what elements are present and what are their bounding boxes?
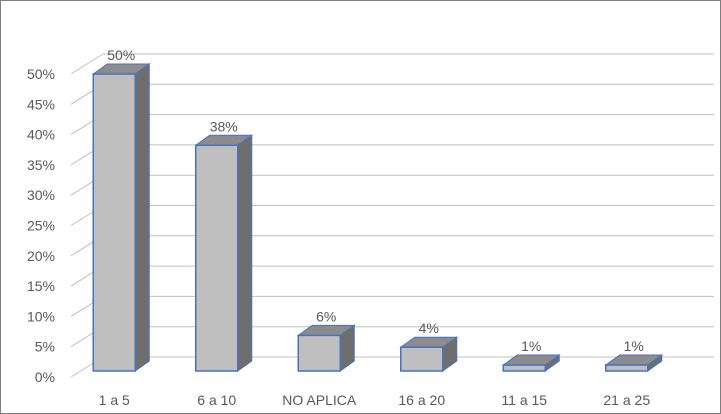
bar-side xyxy=(134,63,150,372)
bar-side xyxy=(237,134,253,372)
bar xyxy=(502,364,546,372)
x-tick-label: 16 a 20 xyxy=(398,392,445,408)
x-tick-label: 6 a 10 xyxy=(197,392,236,408)
x-tick-label: 21 a 25 xyxy=(603,392,650,408)
y-tick-label: 10% xyxy=(27,308,55,324)
gridline-diagonal xyxy=(70,53,104,75)
y-tick-label: 40% xyxy=(27,127,55,143)
y-tick-label: 0% xyxy=(35,369,55,385)
data-label: 1% xyxy=(624,338,644,354)
x-tick-label: NO APLICA xyxy=(282,392,357,408)
data-label: 50% xyxy=(107,47,135,63)
y-tick-label: 30% xyxy=(27,187,55,203)
y-tick-label: 25% xyxy=(27,218,55,234)
y-tick-label: 45% xyxy=(27,96,55,112)
y-tick-label: 20% xyxy=(27,248,55,264)
data-label: 38% xyxy=(210,118,238,134)
data-label: 6% xyxy=(316,308,336,324)
y-tick-label: 35% xyxy=(27,157,55,173)
bar xyxy=(92,73,136,372)
x-tick-label: 1 a 5 xyxy=(99,392,130,408)
data-label: 1% xyxy=(521,338,541,354)
y-tick-label: 5% xyxy=(35,339,55,355)
y-tick-label: 50% xyxy=(27,66,55,82)
bar xyxy=(605,364,649,372)
bar xyxy=(297,334,341,372)
data-label: 4% xyxy=(419,320,439,336)
bar xyxy=(195,144,239,372)
x-tick-label: 11 a 15 xyxy=(501,392,547,408)
y-tick-label: 15% xyxy=(27,278,55,294)
bar xyxy=(400,346,444,372)
